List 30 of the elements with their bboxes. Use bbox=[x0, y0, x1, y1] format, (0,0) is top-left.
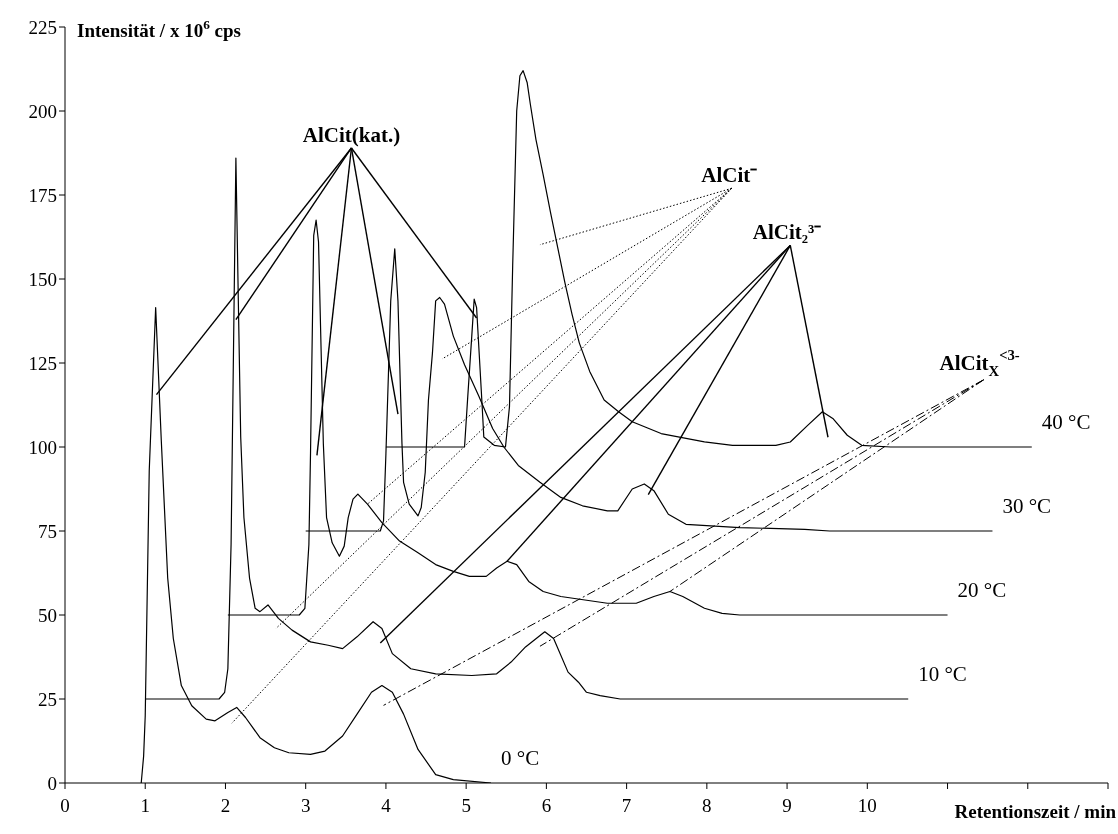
y-tick-label: 125 bbox=[28, 352, 57, 374]
x-tick-label: 6 bbox=[541, 795, 552, 817]
y-tick-label: 50 bbox=[38, 604, 57, 626]
x-tick-label: 7 bbox=[621, 795, 632, 817]
x-tick-label: 1 bbox=[140, 795, 150, 817]
series-label: 20 °C bbox=[957, 578, 1007, 602]
x-tick-label: 2 bbox=[220, 795, 231, 817]
x-tick-label: 5 bbox=[461, 795, 471, 817]
series-label: 40 °C bbox=[1041, 410, 1091, 434]
series-label: 0 °C bbox=[501, 746, 540, 770]
x-axis-title: Retentionszeit / min bbox=[954, 801, 1117, 822]
y-tick-label: 150 bbox=[28, 268, 57, 290]
y-tick-label: 0 bbox=[47, 772, 57, 794]
y-tick-label: 75 bbox=[38, 520, 57, 542]
x-tick-label: 10 bbox=[857, 795, 877, 817]
y-tick-label: 100 bbox=[28, 436, 57, 458]
y-tick-label: 200 bbox=[28, 100, 57, 122]
x-tick-label: 4 bbox=[381, 795, 392, 817]
annotation: AlCit(kat.) bbox=[302, 122, 401, 147]
y-tick-label: 225 bbox=[28, 16, 57, 38]
annotation: AlCit₂³⁻ bbox=[752, 219, 822, 244]
series-label: 10 °C bbox=[918, 662, 967, 686]
y-tick-label: 25 bbox=[38, 688, 57, 710]
annotation: AlCit⁻ bbox=[701, 162, 758, 187]
x-tick-label: 9 bbox=[782, 795, 792, 817]
y-tick-label: 175 bbox=[28, 184, 57, 206]
x-tick-label: 3 bbox=[300, 795, 311, 817]
y-axis-title: Intensität / x 10$^{6}$ cps bbox=[77, 16, 241, 42]
series-label: 30 °C bbox=[1002, 494, 1052, 518]
x-tick-label: 8 bbox=[702, 795, 712, 817]
